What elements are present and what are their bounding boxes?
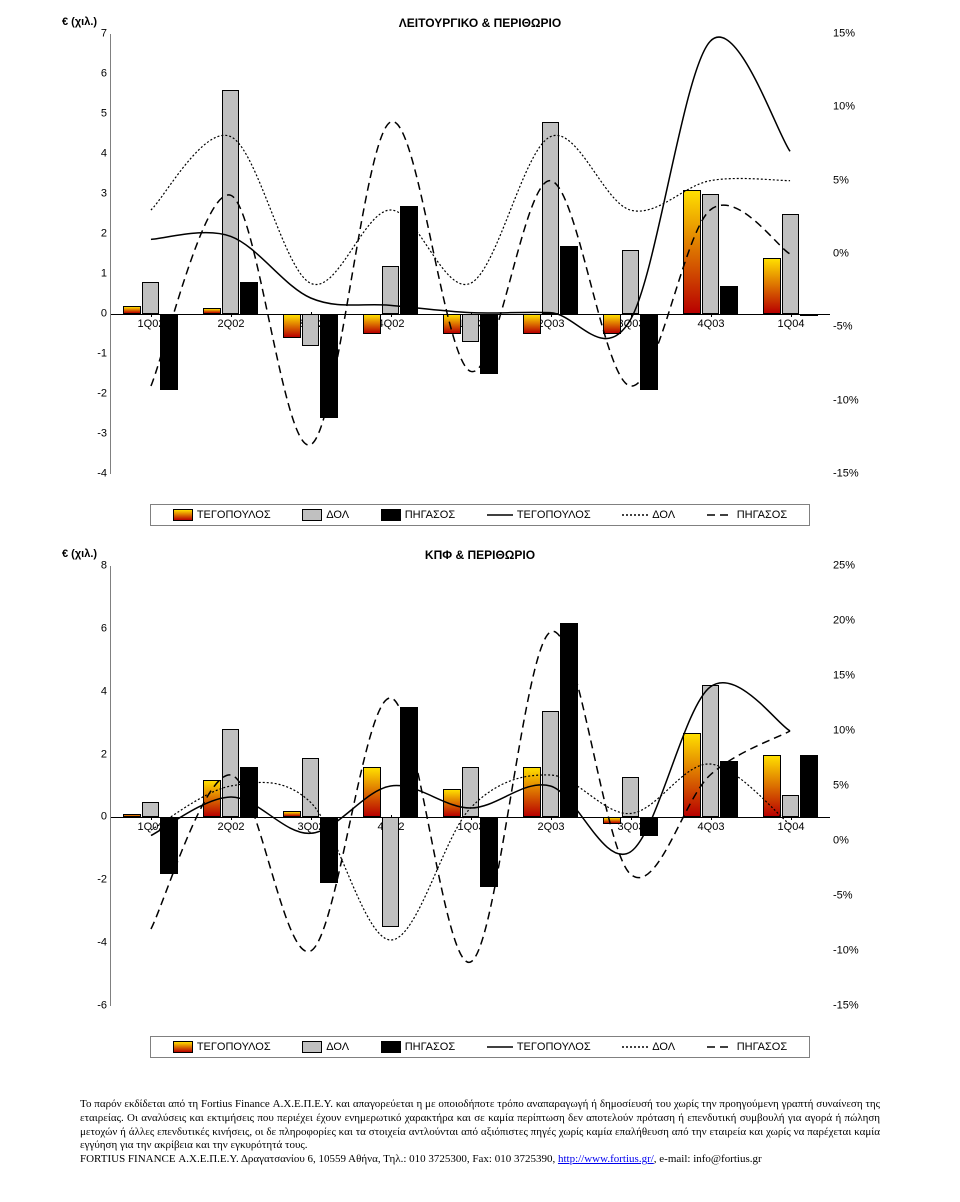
line-ΤΕΓΟΠΟΥΛΟΣ: [151, 683, 790, 855]
y-left-tick: -1: [80, 349, 110, 360]
y-left-tick: 5: [80, 109, 110, 120]
legend-bar-label: ΔΟΛ: [326, 1041, 349, 1053]
y-right-tick: 10%: [830, 102, 880, 113]
y-left-tick: 4: [80, 149, 110, 160]
legend-line-item: ΔΟΛ: [622, 509, 675, 521]
y-left-tick: -4: [80, 938, 110, 949]
y-left-tick: 0: [80, 309, 110, 320]
line-ΔΟΛ: [151, 135, 790, 284]
legend-line-icon: [487, 1042, 513, 1052]
y-right-tick: 15%: [830, 671, 880, 682]
y-left-tick: 4: [80, 686, 110, 697]
legend-line-icon: [622, 510, 648, 520]
legend-bar-label: ΠΗΓΑΣΟΣ: [405, 1041, 455, 1053]
line-ΠΗΓΑΣΟΣ: [151, 631, 790, 962]
legend-bar-label: ΤΕΓΟΠΟΥΛΟΣ: [197, 509, 271, 521]
y-left-tick: 1: [80, 269, 110, 280]
y-left-tick: 7: [80, 29, 110, 40]
y-right-tick: 5%: [830, 175, 880, 186]
legend-swatch: [173, 1041, 193, 1053]
y-right-tick: -10%: [830, 395, 880, 406]
legend-bar-label: ΠΗΓΑΣΟΣ: [405, 509, 455, 521]
line-ΔΟΛ: [151, 764, 790, 940]
y-left-tick: 2: [80, 229, 110, 240]
disclaimer-address-suffix: , e-mail: info@fortius.gr: [654, 1153, 762, 1165]
chart-2-container: € (χιλ.) ΚΠΦ & ΠΕΡΙΘΩΡΙΟ 1Q022Q023Q024Q0…: [80, 566, 880, 1026]
line-overlay: [111, 566, 830, 1006]
legend-line-item: ΤΕΓΟΠΟΥΛΟΣ: [487, 509, 591, 521]
y-right-tick: 20%: [830, 616, 880, 627]
legend-bar-item: ΠΗΓΑΣΟΣ: [381, 509, 455, 521]
y-left-tick: -4: [80, 469, 110, 480]
y-left-tick: -6: [80, 1001, 110, 1012]
y-right-tick: 25%: [830, 561, 880, 572]
disclaimer-footer: Το παρόν εκδίδεται από τη Fortius Financ…: [80, 1098, 880, 1167]
line-ΤΕΓΟΠΟΥΛΟΣ: [151, 37, 790, 339]
y-right-tick: 10%: [830, 726, 880, 737]
disclaimer-paragraph: Το παρόν εκδίδεται από τη Fortius Financ…: [80, 1098, 880, 1151]
y-right-tick: -5%: [830, 322, 880, 333]
y-right-tick: -10%: [830, 946, 880, 957]
chart-1-legend: ΤΕΓΟΠΟΥΛΟΣ ΔΟΛ ΠΗΓΑΣΟΣ ΤΕΓΟΠΟΥΛΟΣ ΔΟΛ ΠΗΓΑΣΟΣ: [150, 504, 810, 526]
legend-bar-label: ΔΟΛ: [326, 509, 349, 521]
chart-2-title: ΚΠΦ & ΠΕΡΙΘΩΡΙΟ: [80, 548, 880, 562]
y-left-tick: 6: [80, 69, 110, 80]
legend-line-icon: [487, 510, 513, 520]
legend-swatch: [381, 1041, 401, 1053]
y-left-tick: -2: [80, 389, 110, 400]
legend-line-icon: [622, 1042, 648, 1052]
y-right-tick: 15%: [830, 29, 880, 40]
y-left-tick: 2: [80, 749, 110, 760]
plot-area: 1Q022Q023Q024Q021Q032Q033Q034Q031Q04: [110, 566, 830, 1006]
legend-swatch: [302, 1041, 322, 1053]
legend-bar-item: ΤΕΓΟΠΟΥΛΟΣ: [173, 509, 271, 521]
disclaimer-link[interactable]: http://www.fortius.gr/: [558, 1153, 654, 1165]
legend-line-label: ΤΕΓΟΠΟΥΛΟΣ: [517, 1041, 591, 1053]
legend-line-label: ΔΟΛ: [652, 509, 675, 521]
legend-line-label: ΠΗΓΑΣΟΣ: [737, 1041, 787, 1053]
y-right-tick: 0%: [830, 836, 880, 847]
disclaimer-address-prefix: FORTIUS FINANCE Α.Χ.Ε.Π.Ε.Υ. Δραγατσανίο…: [80, 1153, 558, 1165]
chart-2-plot: 1Q022Q023Q024Q021Q032Q033Q034Q031Q048642…: [80, 566, 880, 1026]
y-right-tick: 5%: [830, 781, 880, 792]
chart-1-container: € (χιλ.) ΛΕΙΤΟΥΡΓΙΚΟ & ΠΕΡΙΘΩΡΙΟ 1Q022Q0…: [80, 34, 880, 494]
legend-bar-item: ΔΟΛ: [302, 1041, 349, 1053]
y-right-tick: 0%: [830, 249, 880, 260]
legend-bar-item: ΠΗΓΑΣΟΣ: [381, 1041, 455, 1053]
legend-swatch: [173, 509, 193, 521]
legend-line-label: ΤΕΓΟΠΟΥΛΟΣ: [517, 509, 591, 521]
legend-line-item: ΤΕΓΟΠΟΥΛΟΣ: [487, 1041, 591, 1053]
legend-line-item: ΠΗΓΑΣΟΣ: [707, 1041, 787, 1053]
legend-line-label: ΠΗΓΑΣΟΣ: [737, 509, 787, 521]
line-overlay: [111, 34, 830, 474]
legend-swatch: [302, 509, 322, 521]
chart-2-legend: ΤΕΓΟΠΟΥΛΟΣ ΔΟΛ ΠΗΓΑΣΟΣ ΤΕΓΟΠΟΥΛΟΣ ΔΟΛ ΠΗΓΑΣΟΣ: [150, 1036, 810, 1058]
chart-1-title: ΛΕΙΤΟΥΡΓΙΚΟ & ΠΕΡΙΘΩΡΙΟ: [80, 16, 880, 30]
y-right-tick: -15%: [830, 1001, 880, 1012]
legend-line-item: ΔΟΛ: [622, 1041, 675, 1053]
legend-line-label: ΔΟΛ: [652, 1041, 675, 1053]
y-left-tick: -3: [80, 429, 110, 440]
legend-line-icon: [707, 510, 733, 520]
legend-swatch: [381, 509, 401, 521]
y-left-tick: -2: [80, 875, 110, 886]
line-ΠΗΓΑΣΟΣ: [151, 122, 790, 446]
y-left-tick: 8: [80, 561, 110, 572]
y-left-tick: 3: [80, 189, 110, 200]
legend-line-item: ΠΗΓΑΣΟΣ: [707, 509, 787, 521]
plot-area: 1Q022Q023Q024Q021Q032Q033Q034Q031Q04: [110, 34, 830, 474]
legend-bar-item: ΔΟΛ: [302, 509, 349, 521]
y-right-tick: -5%: [830, 891, 880, 902]
y-left-tick: 0: [80, 812, 110, 823]
legend-line-icon: [707, 1042, 733, 1052]
chart-1-plot: 1Q022Q023Q024Q021Q032Q033Q034Q031Q047654…: [80, 34, 880, 494]
legend-bar-item: ΤΕΓΟΠΟΥΛΟΣ: [173, 1041, 271, 1053]
legend-bar-label: ΤΕΓΟΠΟΥΛΟΣ: [197, 1041, 271, 1053]
y-left-tick: 6: [80, 623, 110, 634]
y-right-tick: -15%: [830, 469, 880, 480]
